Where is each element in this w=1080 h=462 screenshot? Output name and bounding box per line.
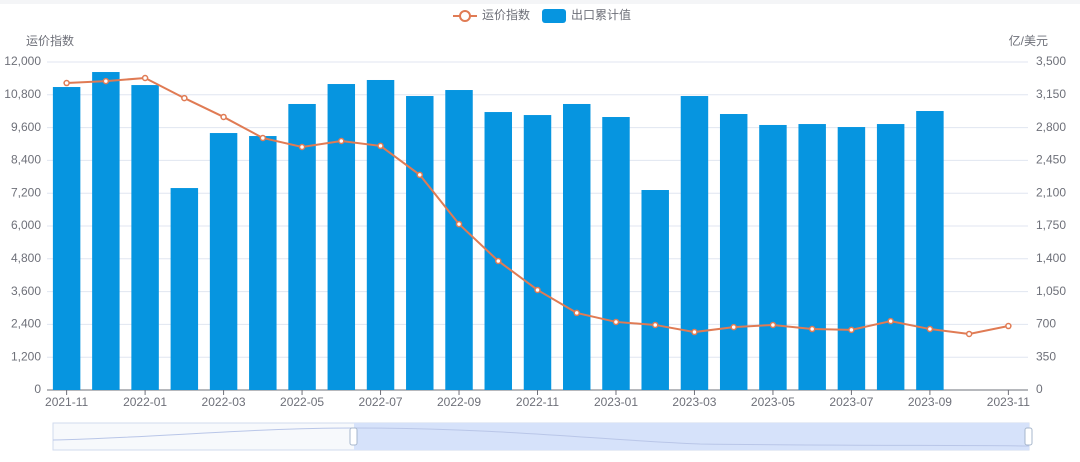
line-point: [338, 137, 345, 145]
y-tick-label: 9,600: [11, 120, 41, 134]
x-tick-label: 2023-11: [987, 395, 1030, 409]
line-point: [455, 220, 463, 228]
bar: [759, 124, 787, 390]
bar: [680, 96, 709, 391]
line-point: [1005, 322, 1012, 330]
x-tick-label: 2023-07: [829, 395, 873, 409]
x-tick-label: 2023-05: [751, 395, 795, 409]
x-tick-label: 2022-11: [516, 395, 559, 409]
zoom-handle[interactable]: [1024, 427, 1033, 446]
line-point: [259, 134, 267, 142]
y-tick-label: 10,800: [4, 87, 41, 101]
y-tick-label: 7,200: [11, 185, 41, 199]
x-tick-label: 2022-07: [359, 395, 403, 409]
y-axis-label: 运价指数: [26, 33, 74, 48]
line-point: [298, 143, 306, 151]
line-point: [651, 321, 659, 329]
bar: [209, 133, 238, 390]
bar: [52, 87, 81, 390]
y2-tick-label: 3,500: [1036, 54, 1066, 68]
bar: [327, 84, 356, 390]
y2-axis-label: 亿/美元: [1009, 33, 1048, 48]
line-point: [691, 328, 698, 336]
y-tick-label: 2,400: [11, 317, 41, 331]
zoom-handle[interactable]: [349, 427, 358, 446]
y2-tick-label: 2,100: [1036, 185, 1066, 199]
line-point: [808, 325, 816, 333]
y-tick-label: 12,000: [4, 54, 41, 68]
line-point: [534, 286, 541, 294]
legend-label[interactable]: 运价指数: [482, 7, 530, 22]
bar: [602, 117, 630, 390]
y2-tick-label: 3,150: [1036, 87, 1066, 101]
y-tick-label: 6,000: [11, 218, 41, 232]
line-point: [573, 309, 580, 317]
bar: [170, 188, 199, 390]
y2-tick-label: 350: [1036, 349, 1056, 363]
x-tick-label: 2023-03: [672, 395, 716, 409]
x-tick-label: 2022-01: [123, 395, 167, 409]
x-tick-label: 2022-05: [280, 395, 324, 409]
y-tick-label: 3,600: [11, 284, 41, 298]
line-point: [102, 77, 110, 85]
y2-tick-label: 2,450: [1036, 153, 1066, 167]
bar: [288, 103, 316, 390]
x-tick-label: 2021-11: [45, 395, 88, 409]
line-point: [612, 318, 620, 326]
y2-tick-label: 0: [1036, 382, 1043, 396]
legend-icon: [542, 9, 567, 23]
y2-tick-label: 1,050: [1036, 284, 1066, 298]
y-tick-label: 1,200: [11, 349, 41, 363]
legend-label[interactable]: 出口累计值: [571, 7, 631, 22]
bar: [798, 124, 826, 391]
line-point: [141, 74, 149, 82]
bar: [406, 96, 434, 391]
y-tick-label: 4,800: [11, 251, 41, 265]
y-tick-label: 8,400: [11, 153, 41, 167]
line-point: [495, 257, 502, 265]
bar: [366, 79, 395, 391]
line-point: [730, 323, 737, 331]
line-point: [220, 113, 227, 121]
line-point: [926, 325, 934, 333]
bar: [563, 103, 591, 390]
legend-icon: [459, 10, 471, 22]
data-zoom[interactable]: [52, 422, 1033, 451]
bar: [837, 127, 866, 390]
zoom-preview: [52, 427, 1030, 447]
line-point: [377, 142, 384, 150]
bar: [916, 111, 944, 390]
y2-tick-label: 700: [1036, 317, 1056, 331]
y2-tick-label: 2,800: [1036, 120, 1066, 134]
x-tick-label: 2023-09: [908, 395, 952, 409]
x-tick-label: 2022-09: [437, 395, 481, 409]
bar: [523, 115, 552, 390]
y2-tick-label: 1,750: [1036, 218, 1066, 232]
line-point: [63, 79, 70, 87]
bar: [131, 85, 159, 390]
y-tick-label: 0: [34, 382, 41, 396]
bar: [876, 124, 905, 391]
line-point: [181, 94, 188, 102]
y2-tick-label: 1,400: [1036, 251, 1066, 265]
line-point: [416, 171, 424, 179]
line-point: [887, 317, 894, 325]
bar: [249, 136, 277, 390]
bar: [92, 72, 120, 390]
line-point: [965, 330, 973, 338]
x-tick-label: 2022-03: [202, 395, 246, 409]
x-tick-label: 2023-01: [594, 395, 638, 409]
line-point: [848, 326, 855, 334]
top-strip: [0, 0, 1080, 4]
line-point: [769, 321, 777, 329]
bar: [445, 90, 473, 390]
bar: [641, 190, 669, 390]
bar: [719, 114, 748, 391]
